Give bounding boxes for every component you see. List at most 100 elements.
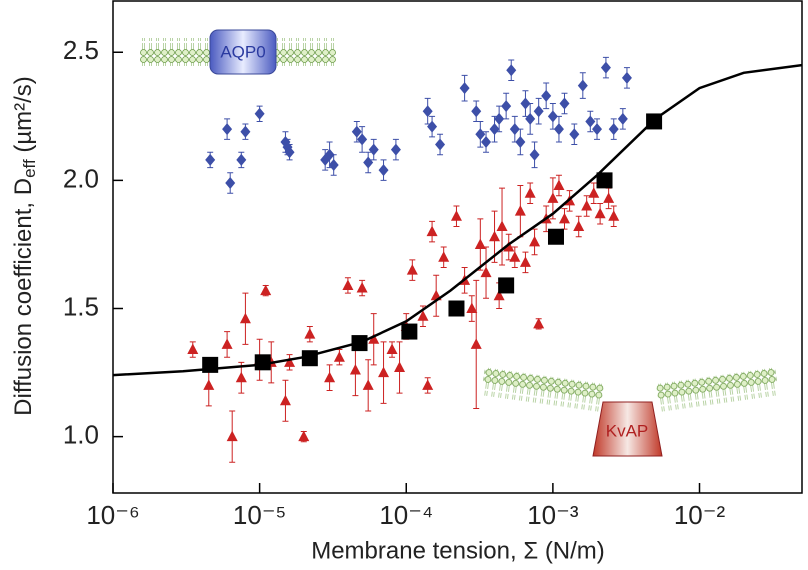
diamond-point — [254, 107, 265, 120]
triangle-point — [438, 251, 450, 262]
diamond-point — [506, 64, 517, 77]
diamond-point — [351, 125, 362, 138]
annotation: AQP0 — [220, 42, 265, 61]
square-point — [401, 323, 418, 340]
triangle-point — [603, 192, 615, 203]
diamond-point — [520, 97, 531, 110]
diamond-point — [501, 100, 512, 113]
diamond-point — [494, 112, 505, 125]
diamond-point — [240, 125, 251, 138]
diamond-point — [592, 123, 603, 136]
diamond-point — [529, 148, 540, 161]
triangle-point — [333, 351, 345, 362]
diamond-point — [324, 148, 335, 161]
diamond-point — [368, 143, 379, 156]
diamond-point — [422, 105, 433, 118]
triangle-point — [450, 210, 462, 221]
diamond-point — [284, 146, 295, 159]
fit-curve — [113, 63, 802, 377]
triangle-point — [470, 338, 482, 349]
square-point — [498, 277, 515, 294]
triangle-point — [324, 371, 336, 383]
diamond-point — [533, 105, 544, 118]
annotation: KvAP — [606, 421, 649, 440]
diamond-point — [577, 79, 588, 92]
diamond-point — [489, 123, 500, 136]
triangle-point — [304, 328, 316, 339]
triangle-point — [503, 241, 515, 252]
diamond-point — [205, 153, 216, 166]
triangle-point — [187, 343, 199, 354]
diamond-point — [600, 61, 611, 74]
triangle-point — [496, 220, 508, 231]
x-tick-label: 10⁻⁶ — [86, 500, 139, 530]
diamond-point — [459, 82, 470, 95]
square-point — [596, 172, 613, 189]
diamond-point — [225, 176, 236, 189]
diamond-point — [569, 128, 580, 141]
y-tick-label: 2.0 — [63, 163, 99, 193]
kvap-illustration: KvAP — [481, 367, 779, 457]
triangle-point — [594, 207, 606, 219]
triangle-point — [298, 430, 310, 442]
diamond-point — [525, 112, 536, 125]
aqp0-illustration: AQP0 — [140, 29, 336, 75]
diamond-point — [236, 153, 247, 166]
triangle-point — [519, 256, 531, 267]
diamond-point — [585, 115, 596, 128]
triangle-point — [533, 317, 545, 329]
triangle-point — [588, 187, 600, 198]
triangle-point — [356, 282, 368, 293]
triangle-point — [368, 333, 380, 344]
triangle-point — [529, 235, 541, 247]
triangle-point — [349, 364, 361, 375]
triangle-point — [509, 251, 521, 262]
y-tick-label: 1.5 — [63, 291, 99, 321]
diamond-point — [509, 123, 520, 136]
y-axis-label: Diffusion coefficient, Deff (µm²/s) — [10, 76, 39, 416]
diamond-point — [435, 138, 446, 151]
y-tick-label: 2.5 — [63, 35, 99, 65]
triangle-point — [558, 212, 570, 224]
diamond-point — [621, 71, 632, 84]
diamond-point — [222, 123, 233, 136]
diamond-point — [608, 123, 619, 136]
triangle-point — [260, 284, 272, 296]
square-point — [547, 228, 564, 245]
triangle-point — [221, 338, 233, 349]
triangle-point — [480, 266, 492, 278]
triangle-point — [489, 230, 501, 242]
diamond-point — [541, 89, 552, 102]
triangle-point — [386, 343, 398, 354]
triangle-point — [466, 302, 478, 313]
triangle-point — [362, 379, 374, 390]
triangle-point — [573, 220, 585, 231]
triangle-point — [514, 205, 526, 216]
triangle-point — [226, 430, 238, 442]
triangle-point — [608, 210, 620, 221]
x-tick-label: 10⁻² — [674, 500, 726, 530]
triangle-point — [394, 361, 406, 372]
triangle-point — [279, 394, 291, 406]
triangle-point — [239, 312, 251, 324]
square-point — [254, 354, 271, 371]
y-label-main: Diffusion coefficient, D — [10, 178, 37, 416]
triangle-point — [378, 366, 390, 378]
diamond-point — [553, 123, 564, 136]
x-axis-label: Membrane tension, Σ (N/m) — [311, 537, 605, 564]
triangle-point — [553, 179, 565, 190]
triangle-point — [235, 371, 247, 383]
diamond-point — [363, 156, 374, 169]
triangle-point — [547, 192, 559, 203]
diamond-point — [481, 135, 492, 148]
x-tick-label: 10⁻⁵ — [233, 500, 286, 530]
y-tick-label: 1.0 — [63, 420, 99, 450]
x-tick-label: 10⁻³ — [527, 500, 579, 530]
diamond-point — [427, 120, 438, 133]
diamond-point — [378, 164, 389, 177]
diamond-point — [475, 128, 486, 141]
diamond-point — [617, 112, 628, 125]
square-point — [448, 300, 465, 317]
triangle-point — [581, 200, 593, 211]
